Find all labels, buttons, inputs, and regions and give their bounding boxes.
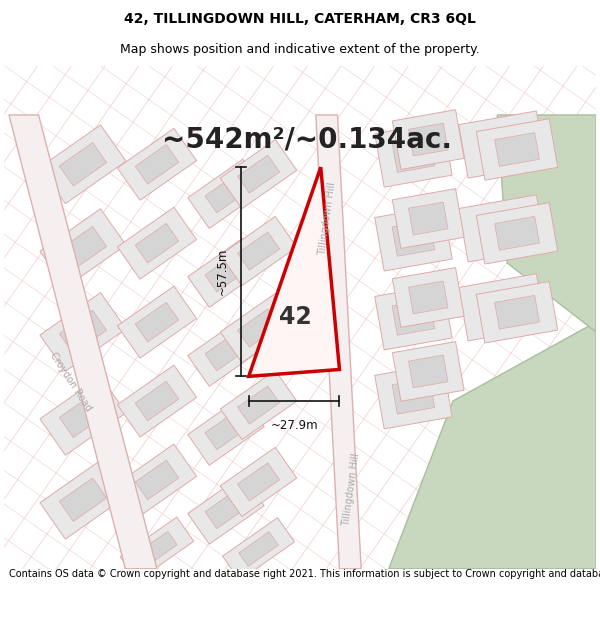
Polygon shape bbox=[238, 386, 280, 424]
Polygon shape bbox=[205, 254, 247, 292]
Polygon shape bbox=[392, 378, 435, 414]
Text: ~27.9m: ~27.9m bbox=[270, 419, 318, 432]
Polygon shape bbox=[375, 206, 452, 271]
Polygon shape bbox=[118, 365, 197, 437]
Polygon shape bbox=[205, 412, 247, 449]
Text: ~542m²/~0.134ac.: ~542m²/~0.134ac. bbox=[162, 126, 452, 154]
Polygon shape bbox=[40, 376, 126, 455]
Polygon shape bbox=[59, 394, 107, 438]
Polygon shape bbox=[249, 168, 340, 376]
Text: 42: 42 bbox=[278, 305, 311, 329]
Polygon shape bbox=[220, 371, 297, 439]
Polygon shape bbox=[40, 460, 126, 539]
Polygon shape bbox=[392, 189, 464, 248]
Polygon shape bbox=[59, 311, 107, 354]
Polygon shape bbox=[220, 216, 297, 286]
Polygon shape bbox=[59, 226, 107, 270]
Polygon shape bbox=[494, 216, 539, 250]
Polygon shape bbox=[40, 125, 126, 204]
Polygon shape bbox=[220, 139, 297, 209]
Polygon shape bbox=[389, 322, 596, 569]
Polygon shape bbox=[205, 491, 247, 529]
Polygon shape bbox=[476, 202, 558, 264]
Polygon shape bbox=[118, 128, 197, 200]
Polygon shape bbox=[458, 274, 546, 341]
Polygon shape bbox=[316, 115, 361, 569]
Polygon shape bbox=[392, 110, 464, 169]
Polygon shape bbox=[223, 518, 295, 581]
Polygon shape bbox=[118, 208, 197, 279]
Polygon shape bbox=[494, 132, 539, 166]
Text: Tillingdown Hill: Tillingdown Hill bbox=[317, 181, 338, 256]
Polygon shape bbox=[239, 532, 278, 566]
Polygon shape bbox=[118, 444, 197, 516]
Text: ~57.5m: ~57.5m bbox=[216, 248, 229, 296]
Polygon shape bbox=[409, 355, 448, 388]
Polygon shape bbox=[409, 202, 448, 235]
Polygon shape bbox=[135, 302, 179, 342]
Polygon shape bbox=[476, 119, 558, 180]
Polygon shape bbox=[59, 142, 107, 186]
Polygon shape bbox=[392, 299, 435, 335]
Polygon shape bbox=[135, 144, 179, 184]
Polygon shape bbox=[188, 159, 264, 229]
Polygon shape bbox=[375, 284, 452, 350]
Polygon shape bbox=[458, 195, 546, 262]
Polygon shape bbox=[375, 122, 452, 187]
Polygon shape bbox=[9, 115, 157, 569]
Text: Contains OS data © Crown copyright and database right 2021. This information is : Contains OS data © Crown copyright and d… bbox=[9, 569, 600, 579]
Polygon shape bbox=[188, 396, 264, 465]
Polygon shape bbox=[137, 531, 177, 567]
Polygon shape bbox=[220, 294, 297, 362]
Polygon shape bbox=[238, 232, 280, 270]
Polygon shape bbox=[392, 342, 464, 401]
Polygon shape bbox=[135, 381, 179, 421]
Polygon shape bbox=[188, 238, 264, 308]
Polygon shape bbox=[135, 460, 179, 500]
Text: 42, TILLINGDOWN HILL, CATERHAM, CR3 6QL: 42, TILLINGDOWN HILL, CATERHAM, CR3 6QL bbox=[124, 12, 476, 26]
Polygon shape bbox=[135, 223, 179, 263]
Polygon shape bbox=[238, 309, 280, 347]
Polygon shape bbox=[118, 286, 197, 358]
Polygon shape bbox=[497, 115, 596, 332]
Polygon shape bbox=[188, 475, 264, 544]
Text: Croydon Road: Croydon Road bbox=[49, 350, 94, 413]
Polygon shape bbox=[40, 209, 126, 288]
Polygon shape bbox=[238, 463, 280, 501]
Polygon shape bbox=[59, 478, 107, 521]
Polygon shape bbox=[458, 111, 546, 178]
Polygon shape bbox=[409, 123, 448, 156]
Polygon shape bbox=[392, 220, 435, 256]
Polygon shape bbox=[40, 292, 126, 371]
Polygon shape bbox=[188, 317, 264, 386]
Polygon shape bbox=[392, 136, 435, 172]
Polygon shape bbox=[392, 268, 464, 328]
Text: Map shows position and indicative extent of the property.: Map shows position and indicative extent… bbox=[120, 43, 480, 56]
Polygon shape bbox=[478, 126, 526, 163]
Polygon shape bbox=[409, 281, 448, 314]
Polygon shape bbox=[375, 363, 452, 429]
Polygon shape bbox=[478, 289, 526, 326]
Polygon shape bbox=[238, 155, 280, 193]
Polygon shape bbox=[494, 296, 539, 329]
Polygon shape bbox=[205, 175, 247, 213]
Polygon shape bbox=[120, 517, 194, 581]
Polygon shape bbox=[478, 210, 526, 247]
Polygon shape bbox=[205, 332, 247, 371]
Polygon shape bbox=[220, 448, 297, 516]
Polygon shape bbox=[476, 281, 558, 343]
Text: Tillingdown Hill: Tillingdown Hill bbox=[341, 452, 361, 527]
